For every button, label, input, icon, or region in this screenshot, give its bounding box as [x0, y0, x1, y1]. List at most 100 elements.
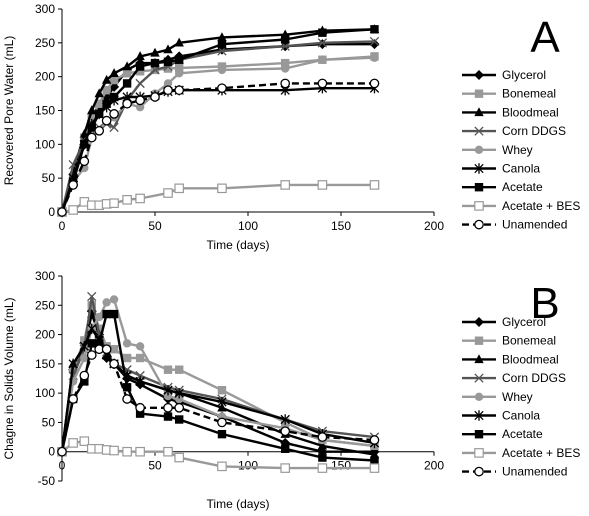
- legend-marker: [474, 336, 484, 345]
- legend-label: Acetate: [502, 180, 543, 194]
- x-tick-label: 0: [59, 459, 66, 473]
- panel-letter: A: [530, 13, 560, 62]
- data-point: [80, 336, 89, 345]
- data-point: [95, 109, 104, 119]
- data-point: [87, 123, 96, 132]
- data-point: [87, 291, 97, 302]
- series-unamended: [57, 78, 380, 217]
- legend-label: Bonemeal: [502, 87, 556, 101]
- y-tick-label: 200: [35, 70, 55, 84]
- y-tick-label: 200: [35, 328, 55, 342]
- data-point: [109, 309, 119, 319]
- data-point: [370, 456, 379, 465]
- x-tick-label: 100: [238, 459, 258, 473]
- series-line: [60, 348, 375, 452]
- data-point: [280, 180, 290, 190]
- data-point: [80, 353, 89, 363]
- data-point: [135, 446, 145, 457]
- data-point: [79, 156, 90, 167]
- series-line: [60, 304, 375, 452]
- data-point: [109, 445, 119, 456]
- data-point: [174, 402, 185, 413]
- data-point: [369, 78, 380, 89]
- x-tick-label: 0: [59, 219, 66, 233]
- legend-marker: [474, 89, 484, 98]
- data-point: [318, 55, 327, 64]
- data-point: [109, 109, 119, 119]
- data-point: [135, 402, 145, 413]
- data-point: [79, 341, 89, 352]
- chart-A: 0 50 100 150 200 250 300 0 50 100 150 200 Time (days…: [2, 2, 580, 252]
- data-point: [163, 79, 173, 88]
- data-point: [109, 198, 119, 209]
- legend-label: Unamended: [502, 465, 567, 479]
- legend-label: Corn DDGS: [502, 124, 566, 138]
- y-axis-label: Chagne in Solids Volume (mL): [2, 297, 16, 459]
- y-tick-label: 150: [35, 104, 55, 118]
- data-point: [101, 74, 112, 84]
- data-point: [57, 207, 67, 217]
- series-acetate-bes: [57, 436, 380, 473]
- data-point: [317, 463, 328, 473]
- data-point: [122, 61, 132, 71]
- data-point: [163, 412, 173, 421]
- data-point: [369, 435, 380, 445]
- data-point: [68, 438, 78, 448]
- data-point: [318, 453, 327, 462]
- y-tick-label: 300: [35, 269, 55, 283]
- legend-marker: [474, 183, 484, 192]
- data-point: [102, 99, 111, 108]
- data-point: [122, 394, 132, 404]
- legend-marker: [474, 448, 484, 458]
- legend-label: Glycerol: [502, 315, 546, 329]
- data-point: [122, 383, 132, 392]
- data-point: [150, 47, 160, 57]
- y-tick-label: 0: [48, 205, 55, 219]
- legend-label: Corn DDGS: [502, 371, 566, 385]
- data-point: [163, 446, 173, 457]
- data-point: [135, 51, 145, 61]
- data-point: [79, 436, 90, 446]
- data-point: [217, 32, 227, 42]
- data-point: [109, 68, 119, 77]
- data-point: [122, 339, 132, 348]
- x-tick-label: 50: [148, 219, 162, 233]
- y-tick-label: 100: [35, 137, 55, 151]
- data-point: [109, 295, 119, 304]
- series-unamended: [57, 344, 380, 457]
- data-point: [174, 452, 184, 463]
- data-point: [163, 402, 173, 413]
- data-point: [370, 53, 379, 62]
- y-tick-label: 150: [35, 357, 55, 371]
- data-point: [135, 353, 145, 363]
- data-point: [217, 83, 227, 94]
- data-point: [174, 55, 184, 64]
- data-point: [135, 95, 145, 106]
- series-line: [60, 295, 375, 452]
- data-point: [174, 85, 185, 96]
- x-tick-label: 200: [424, 219, 444, 233]
- data-point: [217, 39, 227, 49]
- data-point: [163, 385, 173, 396]
- data-point: [135, 342, 145, 351]
- legend-label: Acetate + BES: [502, 446, 580, 460]
- data-point: [122, 98, 132, 109]
- legend-marker: [474, 107, 484, 117]
- data-point: [122, 353, 132, 363]
- data-point: [317, 38, 328, 48]
- data-point: [122, 79, 132, 88]
- data-point: [135, 102, 145, 112]
- legend-marker: [474, 201, 484, 211]
- data-point: [163, 85, 173, 96]
- data-point: [280, 78, 291, 89]
- data-point: [370, 25, 379, 34]
- legend-label: Whey: [502, 143, 533, 157]
- legend-label: Glycerol: [502, 68, 546, 82]
- x-tick-label: 200: [424, 459, 444, 473]
- data-point: [135, 409, 145, 418]
- series-acetate-bes: [57, 180, 380, 217]
- legend-label: Canola: [502, 162, 540, 176]
- data-point: [317, 432, 328, 442]
- data-point: [109, 92, 119, 102]
